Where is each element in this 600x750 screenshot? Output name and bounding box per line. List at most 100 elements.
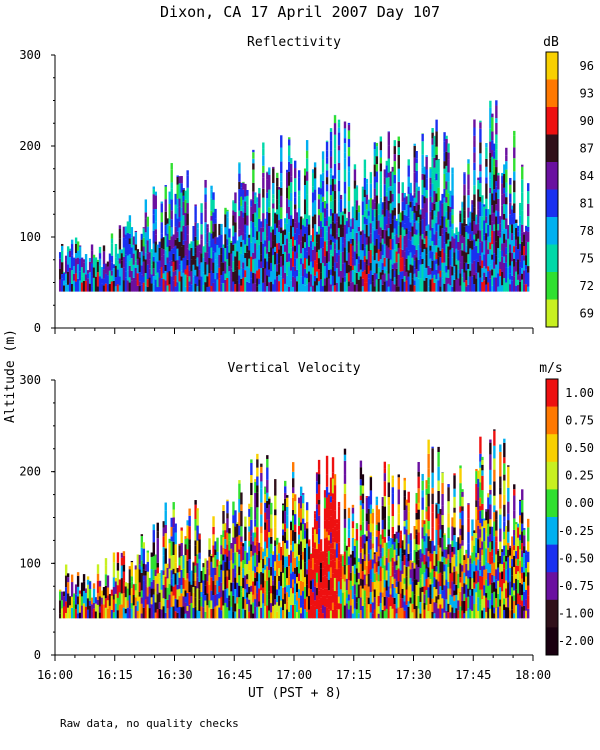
echo-cell [429,279,432,292]
echo-cell [60,262,64,275]
echo-cell [357,205,361,213]
echo-cell [270,585,273,594]
echo-cell [369,233,373,244]
echo-cell [220,582,223,597]
echo-cell [515,227,518,240]
echo-cell [204,282,207,292]
echo-cell [435,146,438,155]
echo-cell [451,572,454,582]
colorbar-swatch [546,599,558,628]
colorbar-swatch [546,299,558,328]
echo-cell [371,209,375,222]
echo-cell [244,270,247,278]
echo-cell [443,253,446,263]
echo-cell [451,266,454,276]
echo-cell [501,219,504,231]
echo-cell [481,260,484,269]
echo-cell [527,257,530,267]
echo-cell [421,480,424,491]
echo-cell [64,601,68,613]
echo-cell [234,537,237,544]
colorbar-tick-label: 69 [580,306,594,320]
echo-cell [493,521,496,537]
echo-cell [467,163,470,175]
echo-cell [138,596,142,611]
echo-cell [140,560,144,567]
echo-cell [164,548,167,564]
echo-cell [238,246,241,253]
echo-cell [190,241,193,249]
y-tick-label: 300 [19,373,41,387]
echo-cell [433,245,436,255]
echo-cell [280,207,283,219]
echo-cell [134,267,138,281]
echo-cell [166,563,169,568]
echo-cell [58,258,62,269]
echo-cell [527,541,530,552]
echo-cell [78,280,82,292]
echo-cell [401,237,404,250]
echo-cell [327,216,331,227]
echo-cell [305,611,309,619]
echo-cell [236,251,239,267]
echo-cell [220,227,223,235]
echo-cell [471,276,474,292]
echo-cell [294,594,297,605]
echo-cell [391,186,394,194]
echo-cell [513,223,516,236]
echo-cell [323,226,327,242]
echo-cell [431,128,434,133]
echo-cell [118,238,122,250]
echo-cell [294,251,297,259]
echo-cell [122,256,126,268]
echo-cell [469,609,472,619]
echo-cell [373,202,377,210]
echo-cell [210,608,213,619]
echo-cell [415,492,418,504]
echo-cell [391,608,394,619]
echo-cell [477,209,480,224]
echo-cell [134,232,138,245]
echo-cell [212,262,215,274]
echo-cell [100,597,104,605]
echo-cell [260,584,263,591]
echo-cell [369,604,373,613]
echo-cell [375,496,379,500]
echo-cell [222,554,225,561]
echo-cell [284,531,287,538]
echo-cell [290,588,293,598]
echo-cell [305,194,309,202]
echo-cell [166,578,169,588]
echo-cell [333,178,337,185]
echo-cell [443,283,446,292]
echo-cell [294,204,297,209]
echo-cell [168,251,171,262]
echo-cell [246,195,249,206]
echo-cell [196,245,199,258]
echo-cell [513,192,516,204]
echo-cell [321,576,325,590]
echo-cell [252,532,255,542]
echo-cell [313,246,317,261]
echo-cell [507,582,510,598]
echo-cell [463,572,466,584]
echo-cell [493,268,496,278]
echo-cell [284,283,287,292]
echo-cell [194,259,197,270]
echo-cell [126,221,130,234]
echo-cell [70,607,74,619]
echo-cell [280,585,283,601]
echo-cell [403,520,406,527]
echo-cell [335,590,339,595]
echo-cell [202,580,205,594]
echo-cell [164,264,167,271]
echo-cell [517,537,520,546]
echo-cell [459,563,462,578]
echo-cell [523,553,526,564]
echo-cell [331,493,335,500]
echo-cell [347,281,351,287]
echo-cell [250,507,253,520]
echo-cell [311,267,315,275]
echo-cell [355,284,359,292]
echo-cell [479,453,482,462]
